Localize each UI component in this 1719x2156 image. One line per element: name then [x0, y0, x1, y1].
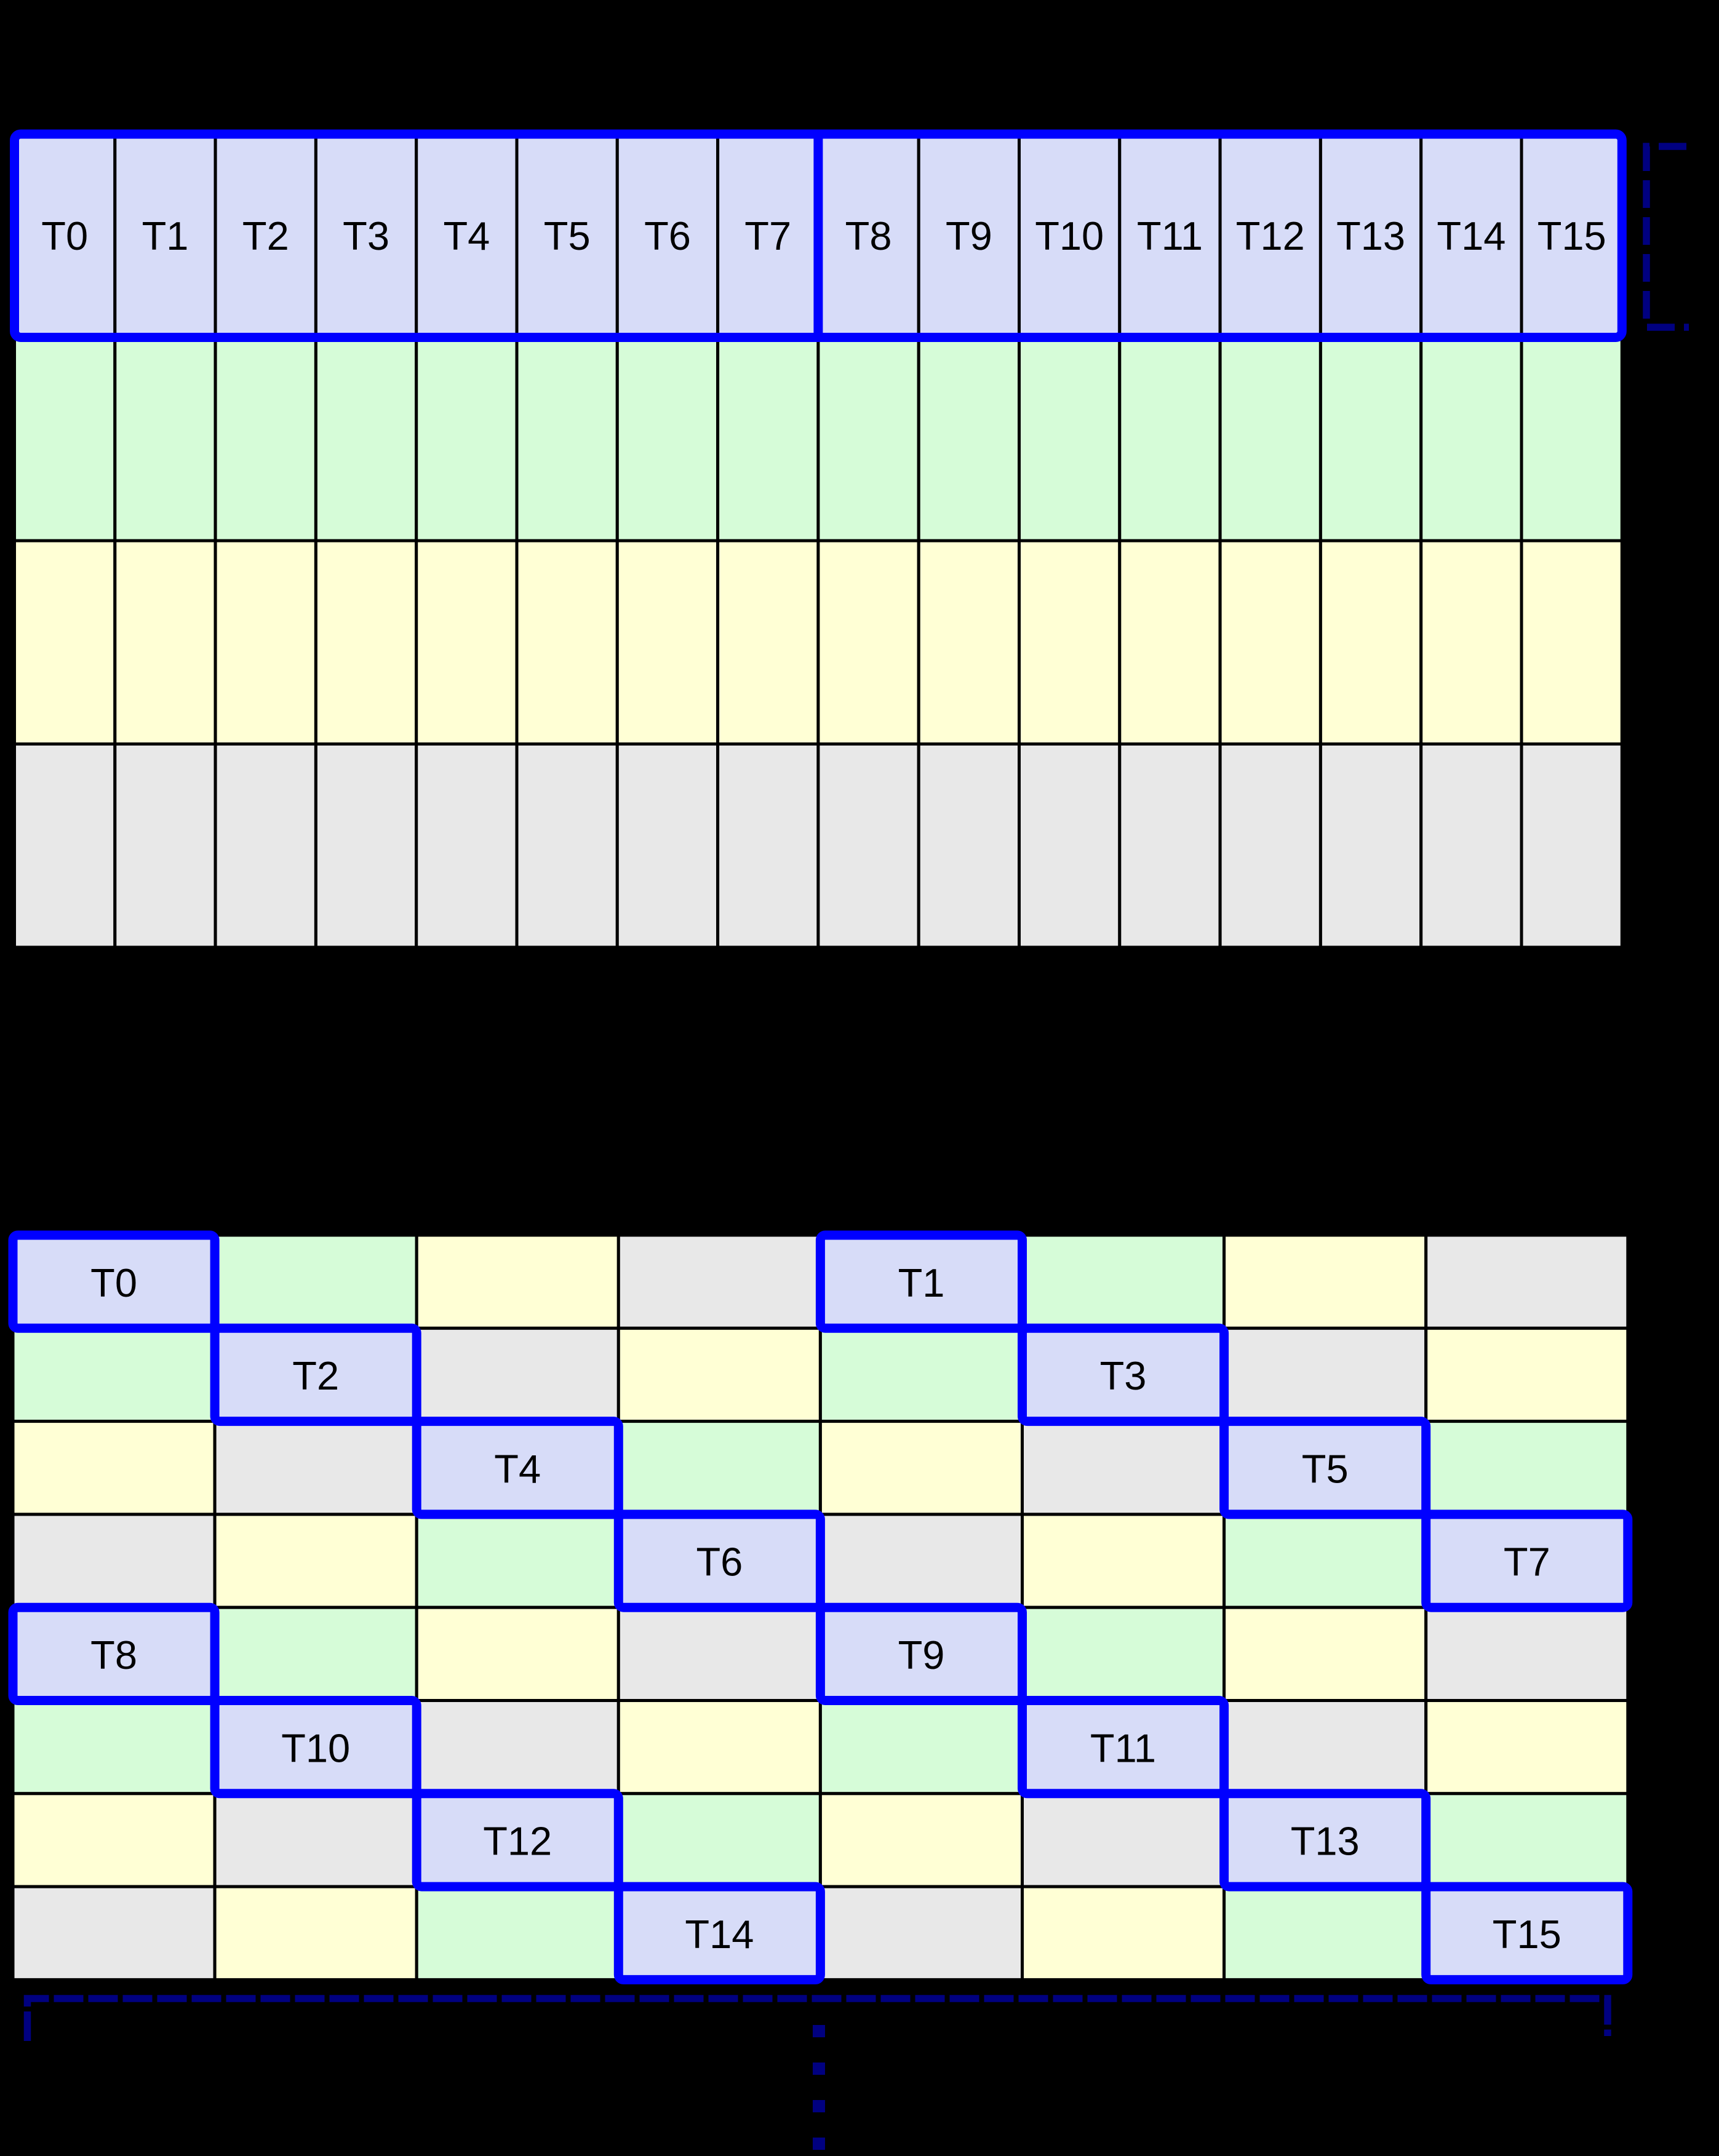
svg-text:T2: T2	[292, 1353, 339, 1398]
svg-text:T14: T14	[1437, 213, 1506, 258]
svg-text:T11: T11	[1137, 213, 1203, 258]
svg-text:T5: T5	[544, 213, 591, 258]
svg-text:T2: T2	[242, 213, 289, 258]
svg-text:T5: T5	[1302, 1446, 1349, 1491]
svg-text:T12: T12	[1236, 213, 1305, 258]
svg-text:T8: T8	[90, 1633, 137, 1677]
svg-text:T13: T13	[1291, 1819, 1360, 1864]
svg-text:T1: T1	[898, 1260, 945, 1305]
svg-text:T10: T10	[1035, 213, 1104, 258]
svg-text:T6: T6	[644, 213, 691, 258]
svg-text:T3: T3	[343, 213, 389, 258]
svg-text:T15: T15	[1538, 213, 1606, 258]
svg-text:T9: T9	[946, 213, 992, 258]
svg-text:T8: T8	[845, 213, 892, 258]
svg-text:T1: T1	[142, 213, 189, 258]
svg-text:T4: T4	[443, 213, 490, 258]
svg-text:T11: T11	[1090, 1725, 1156, 1770]
svg-text:T15: T15	[1493, 1912, 1561, 1957]
svg-text:T7: T7	[1504, 1540, 1550, 1585]
svg-text:T3: T3	[1100, 1353, 1147, 1398]
svg-text:T6: T6	[696, 1540, 743, 1585]
svg-text:T9: T9	[898, 1633, 945, 1677]
svg-text:T14: T14	[685, 1912, 754, 1957]
svg-text:T4: T4	[494, 1446, 541, 1491]
svg-text:T13: T13	[1336, 213, 1405, 258]
svg-text:T10: T10	[281, 1725, 350, 1770]
svg-text:T0: T0	[41, 213, 88, 258]
svg-text:T12: T12	[483, 1819, 552, 1864]
svg-text:T0: T0	[90, 1260, 137, 1305]
svg-text:T7: T7	[744, 213, 791, 258]
